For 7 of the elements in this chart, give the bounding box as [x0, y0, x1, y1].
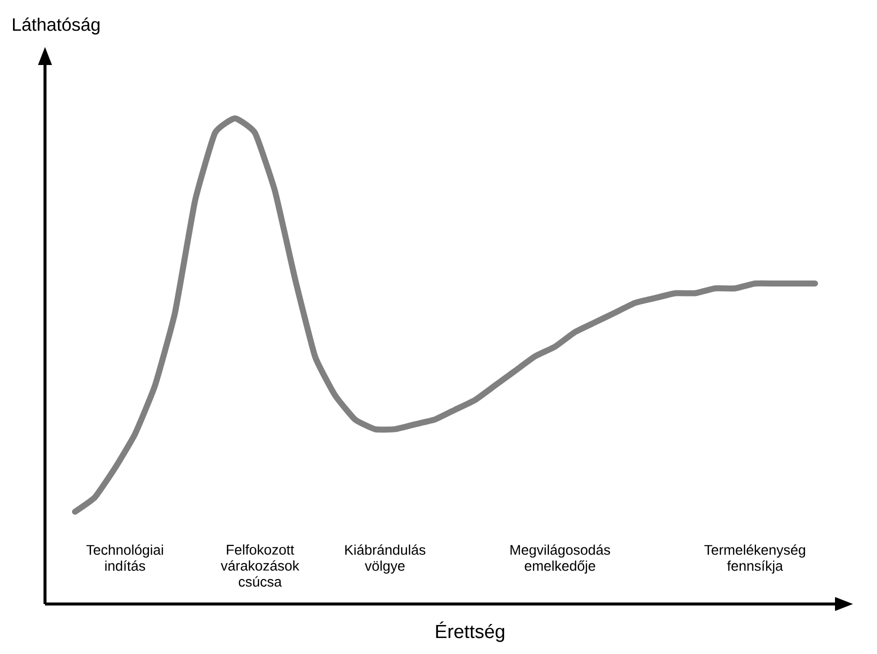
- annotation: Kiábrándulás völgye: [345, 544, 426, 574]
- annotation: Technológiai indítás: [86, 544, 163, 571]
- annotation: Termelékenység fennsíkja: [704, 544, 806, 574]
- x-axis-title: Érettség: [436, 622, 504, 642]
- y-axis-title: Láthatóság: [13, 18, 100, 34]
- annotation: Megvilágosodás emelkedője: [510, 544, 610, 574]
- annotation: Felfokozott várakozások csúcsa: [220, 544, 300, 587]
